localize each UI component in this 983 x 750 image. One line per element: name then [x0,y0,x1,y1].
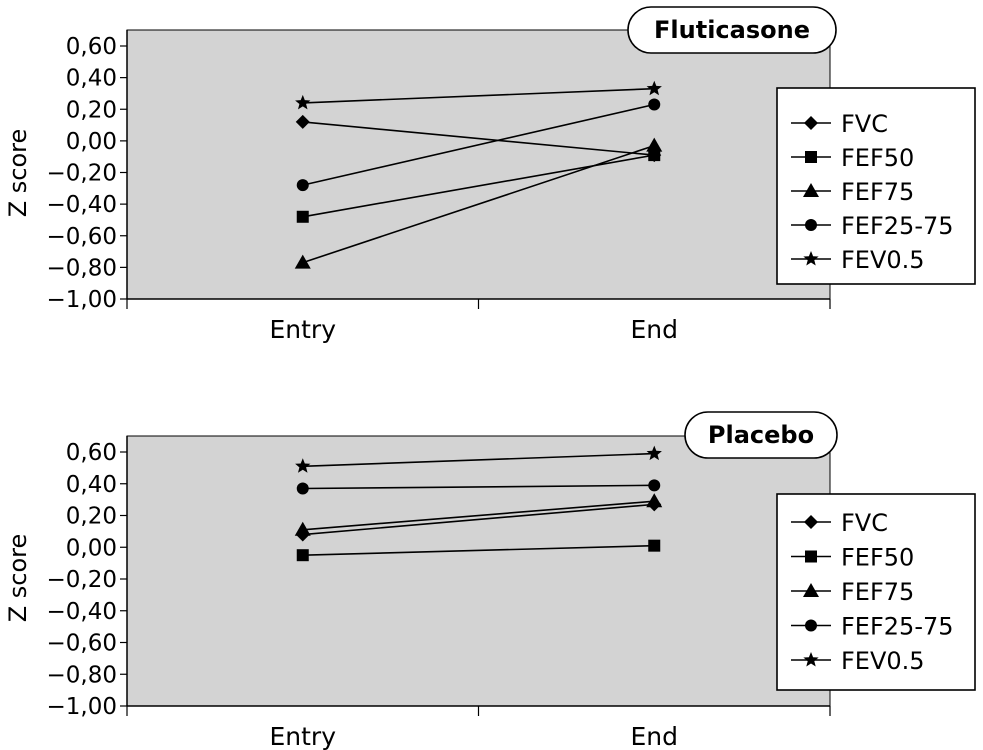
legend-marker [803,183,819,197]
data-point [646,445,662,461]
y-tick-label: −1,00 [47,287,117,313]
y-tick-label: −0,40 [47,599,117,625]
data-point [296,179,309,192]
y-tick-label: −0,80 [47,255,117,281]
legend-label: FEF75 [841,178,914,206]
series-fef75 [294,137,663,269]
x-tick-label: End [630,315,678,344]
legend-label: FVC [841,110,888,138]
legend-label: FEF50 [841,544,914,572]
chart-title-box [627,6,837,54]
legend-marker [803,652,819,667]
series-line [302,121,655,156]
plot-area [126,29,831,300]
data-point [646,137,663,152]
y-tick-label: 0,60 [66,440,117,466]
chart-title: Fluticasone [654,16,810,44]
y-axis-label: Z score [4,129,32,218]
chart-title-box [684,411,838,459]
y-tick-label: −1,00 [47,694,117,720]
y-tick-label: 0,40 [66,472,117,498]
series-line [302,103,655,186]
data-point [648,479,661,492]
data-point [648,98,661,111]
legend-marker [803,583,819,597]
legend-marker [804,515,818,529]
legend-label: FEV0.5 [841,647,925,675]
data-point [295,458,311,473]
y-tick-label: 0,20 [66,97,117,123]
data-point [646,493,663,508]
series-fev0-5 [295,80,662,110]
legend-label: FEV0.5 [841,246,925,274]
y-tick-label: −0,20 [47,161,117,187]
series-line [302,544,655,556]
series-line [302,87,655,104]
series-line [302,503,655,536]
y-tick-label: 0,60 [66,34,117,60]
legend-item: FEF75 [791,178,914,206]
legend-marker [805,550,817,563]
data-point [295,94,311,110]
series-fef25-75 [296,98,661,192]
legend-marker [805,151,817,163]
data-point [295,114,310,129]
series-line [302,484,655,490]
y-tick-label: 0,40 [66,66,117,92]
legend-label: FEF25-75 [841,212,954,240]
legend-item: FEF50 [791,544,914,572]
legend-item: FVC [791,509,888,537]
legend-label: FEF25-75 [841,613,954,641]
legend-marker [805,219,817,231]
legend-item: FEF50 [791,144,914,172]
plot-area [126,435,831,707]
x-tick-label: End [630,722,678,750]
y-tick-label: −0,60 [47,224,117,250]
data-point [294,521,311,536]
data-point [296,482,309,495]
y-tick-label: −0,80 [47,662,117,688]
series-fef75 [294,493,663,536]
data-point [294,254,311,269]
series-fef50 [296,539,661,562]
legend-item: FVC [791,110,888,138]
chart-panel: 0,60 0,40 0,20 0,00 −0,20 −0,40 −0,60 −0,80 −1,0… [4,6,976,344]
y-axis-label: Z score [4,534,32,623]
legend: FVC FEF50 FEF75 FEF25-75 FEV0.5 [776,493,976,691]
y-tick-label: 0,20 [66,504,117,530]
y-tick-label: 0,00 [66,129,117,155]
data-point [296,210,309,223]
legend-item: FEF25-75 [791,613,954,641]
legend-marker [804,116,818,130]
data-point [648,149,661,162]
legend-label: FEF75 [841,578,914,606]
data-point [646,80,662,96]
legend-label: FVC [841,509,888,537]
legend-item: FEF25-75 [791,212,954,240]
y-tick-label: 0,00 [66,535,117,561]
data-point [296,549,309,562]
legend-item: FEV0.5 [791,647,925,675]
legend-item: FEF75 [791,578,914,606]
series-line [302,452,655,468]
series-fef25-75 [296,479,661,495]
series-fev0-5 [295,445,662,473]
chart-title: Placebo [708,421,814,449]
data-point [648,539,661,552]
x-tick-label: Entry [269,722,336,750]
legend-item: FEV0.5 [791,246,925,274]
x-tick-label: Entry [269,315,336,344]
legend-marker [803,251,819,266]
legend-marker [805,619,817,632]
y-tick-label: −0,60 [47,631,117,657]
chart-panel: 0,60 0,40 0,20 0,00 −0,20 −0,40 −0,60 −0,80 −1,0… [4,411,976,750]
legend-label: FEF50 [841,144,914,172]
series-line [302,144,655,264]
legend: FVC FEF50 FEF75 FEF25-75 FEV0.5 [776,87,976,285]
y-tick-label: −0,40 [47,192,117,218]
series-line [302,500,655,531]
y-tick-label: −0,20 [47,567,117,593]
